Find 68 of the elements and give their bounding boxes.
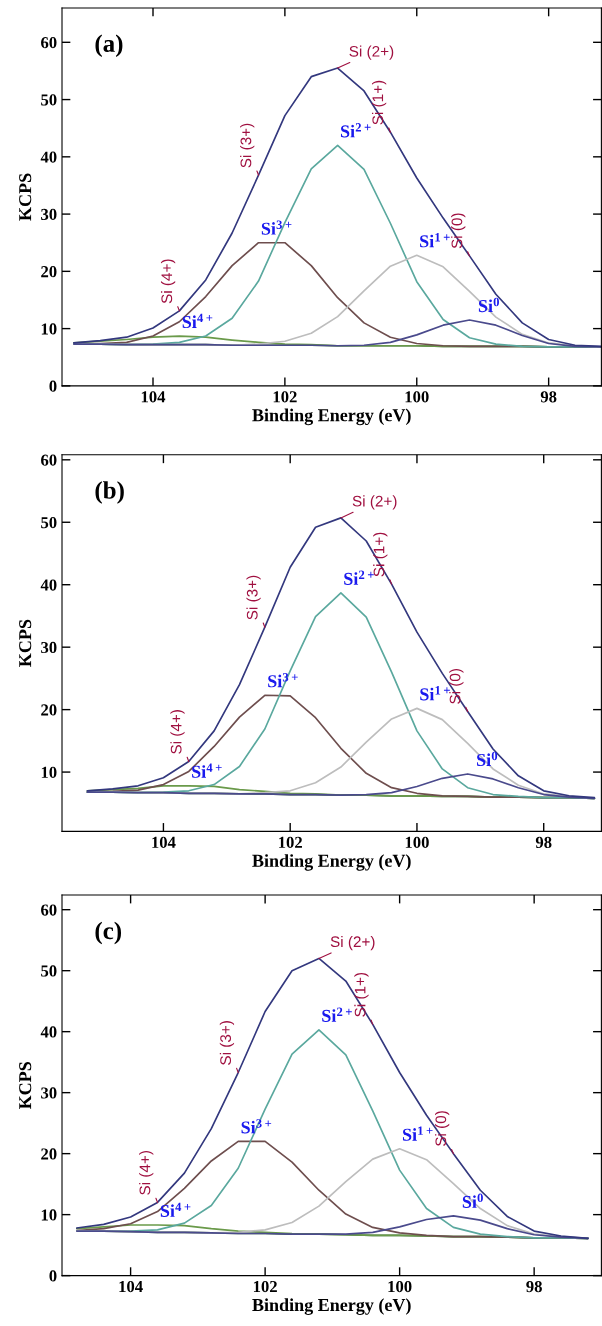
x-tick-label: 100: [388, 1280, 412, 1293]
y-tick-label: 30: [41, 1087, 57, 1099]
x-axis-title: Binding Energy (eV): [252, 854, 411, 871]
y-tick-label: 50: [41, 516, 57, 529]
y-axis-title: KCPS: [19, 619, 32, 667]
annotation: Si (0): [451, 213, 466, 249]
annotation: Si (4+): [160, 259, 176, 304]
annotation: (a): [95, 34, 123, 58]
annotation: Si$^{0}$: [478, 297, 499, 313]
x-tick-label: 98: [540, 391, 557, 403]
y-tick-label: 60: [41, 37, 57, 49]
x-tick-label: 102: [273, 391, 297, 403]
annotation: (c): [95, 921, 122, 945]
x-tick-label: 102: [253, 1280, 277, 1293]
x-axis-title: Binding Energy (eV): [252, 408, 411, 426]
annotation: Si$^{1+}$: [402, 1126, 433, 1141]
y-tick-label: 60: [41, 454, 57, 466]
x-tick-label: 98: [526, 1280, 542, 1293]
annotation: Si (3+): [246, 575, 261, 620]
y-tick-label: 40: [40, 151, 57, 163]
annotation: Si (2+): [352, 495, 397, 510]
y-tick-label: 0: [49, 380, 57, 392]
annotation: Si (3+): [240, 123, 255, 168]
y-tick-label: 10: [41, 766, 57, 779]
y-tick-label: 20: [41, 266, 57, 278]
y-axis-title: KCPS: [19, 1062, 32, 1110]
annotation: Si$^{4+}$: [192, 763, 222, 778]
annotation: Si$^{0}$: [477, 751, 498, 767]
y-tick-label: 30: [41, 641, 57, 654]
y-axis-title: KCPS: [19, 173, 32, 221]
annotation: Si$^{1+}$: [420, 233, 450, 248]
annotation: Si$^{1+}$: [420, 686, 450, 701]
annotation: Si$^{0}$: [462, 1193, 483, 1208]
x-tick-label: 104: [141, 391, 166, 403]
y-tick-label: 50: [41, 94, 57, 106]
y-tick-label: 60: [41, 904, 57, 916]
annotation: Si (2+): [349, 45, 394, 60]
annotation: (b): [95, 481, 124, 504]
x-tick-label: 98: [535, 836, 552, 848]
x-tick-label: 104: [152, 836, 176, 848]
annotation: Si$^{4+}$: [160, 1202, 191, 1218]
y-tick-label: 20: [41, 1148, 57, 1160]
y-tick-label: 50: [41, 965, 57, 977]
annotation: Si (4+): [139, 1151, 154, 1195]
y-tick-label: 40: [40, 1026, 57, 1038]
y-tick-label: 10: [41, 323, 57, 335]
annotation: Si (0): [435, 1111, 450, 1146]
y-tick-label: 10: [41, 1209, 57, 1221]
annotation: Si (4+): [170, 710, 185, 754]
y-tick-label: 20: [41, 704, 57, 716]
y-tick-label: 0: [49, 1270, 57, 1282]
annotation: Si$^{2+}$: [344, 570, 374, 585]
annotation: Si$^{2+}$: [322, 1007, 352, 1022]
annotation: Si (0): [449, 669, 464, 704]
annotation: Si$^{2+}$: [340, 123, 371, 138]
annotation: Si (2+): [330, 935, 375, 951]
x-axis-title: Binding Energy (eV): [252, 1298, 411, 1315]
annotation: Si (3+): [219, 1021, 235, 1065]
annotation: Si$^{4+}$: [182, 313, 213, 329]
y-tick-label: 30: [41, 208, 57, 221]
annotation: Si (1+): [371, 80, 387, 125]
annotation: Si (1+): [354, 972, 369, 1017]
x-tick-label: 100: [405, 836, 429, 848]
x-tick-label: 102: [279, 836, 302, 848]
x-tick-label: 104: [119, 1280, 143, 1293]
y-tick-label: 40: [40, 579, 57, 591]
x-tick-label: 100: [405, 391, 429, 403]
annotation: Si (1+): [373, 532, 388, 577]
